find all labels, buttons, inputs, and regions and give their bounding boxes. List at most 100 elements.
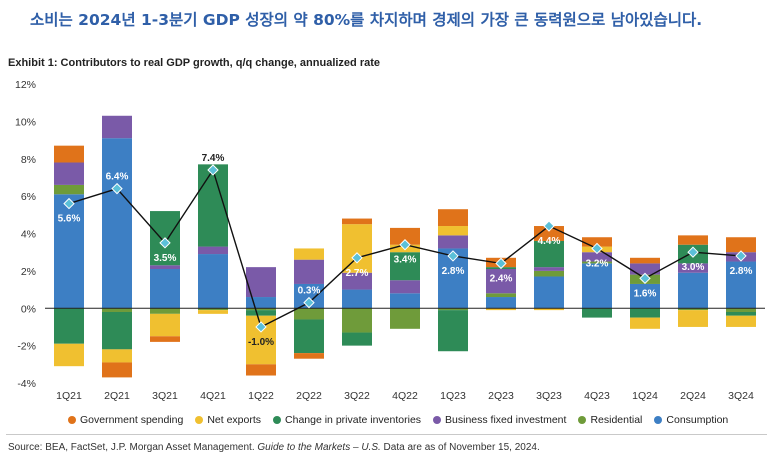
bar-segment — [102, 362, 132, 378]
bar-segment — [54, 162, 84, 185]
source-italic: Guide to the Markets – U.S. — [257, 442, 381, 453]
gdp-data-label: 6.4% — [106, 172, 129, 183]
bar-segment — [534, 267, 564, 271]
bar-segment — [102, 349, 132, 363]
x-tick-label: 3Q21 — [152, 390, 178, 402]
gdp-data-label: 2.8% — [442, 266, 465, 277]
gdp-data-label: 2.4% — [490, 273, 513, 284]
source-suffix: Data are as of November 15, 2024. — [380, 442, 540, 453]
gdp-data-label: 4.4% — [538, 236, 561, 247]
bar-segment — [534, 240, 564, 268]
bar-segment — [486, 308, 516, 311]
gdp-point — [351, 252, 363, 264]
x-tick-label: 4Q23 — [584, 390, 610, 402]
legend-label: Net exports — [207, 414, 262, 426]
x-tick-label: 1Q22 — [248, 390, 274, 402]
x-tick-label: 1Q23 — [440, 390, 466, 402]
bar-segment — [678, 263, 708, 273]
gdp-point — [159, 237, 171, 249]
legend-item: Residential — [578, 414, 642, 426]
gdp-data-label: 5.6% — [58, 214, 81, 225]
bar-segment — [342, 332, 372, 346]
bar-segment — [150, 269, 180, 309]
x-tick-label: 3Q24 — [728, 390, 754, 402]
y-tick-label: 4% — [21, 229, 36, 241]
legend-label: Government spending — [80, 414, 184, 426]
bar-segment — [342, 218, 372, 225]
bar-segment — [102, 115, 132, 139]
y-tick-label: -4% — [17, 378, 36, 390]
bar-segment — [294, 308, 324, 320]
bar-segment — [294, 319, 324, 354]
bar-segment — [486, 269, 516, 294]
bar-segment — [678, 272, 708, 309]
bar-segment — [150, 308, 180, 314]
bar-segment — [582, 237, 612, 247]
bar-segment — [726, 237, 756, 253]
bar-segment — [678, 235, 708, 245]
legend-swatch — [273, 416, 282, 424]
gdp-point — [447, 250, 459, 262]
source-note: Source: BEA, FactSet, J.P. Morgan Asset … — [8, 442, 540, 453]
gdp-point — [399, 239, 411, 251]
bar-segment — [438, 209, 468, 227]
bar-segment — [198, 308, 228, 311]
legend-label: Residential — [590, 414, 643, 426]
x-tick-label: 3Q22 — [344, 390, 370, 402]
bar-segment — [630, 283, 660, 309]
gdp-point — [639, 272, 651, 285]
legend-item: Net exports — [195, 414, 261, 426]
bar-segment — [54, 194, 84, 309]
bar-segment — [630, 257, 660, 264]
legend-label: Change in private inventories — [285, 414, 422, 426]
bar-segment — [54, 308, 84, 344]
bar-segment — [438, 235, 468, 249]
bar-segment — [390, 252, 420, 281]
bar-segment — [294, 353, 324, 359]
gdp-point — [63, 197, 75, 210]
bar-segment — [246, 297, 276, 309]
gdp-data-label: 2.8% — [730, 266, 753, 277]
bar-segment — [150, 336, 180, 342]
legend-item: Business fixed investment — [433, 414, 566, 426]
gdp-point — [111, 182, 123, 195]
y-tick-label: 2% — [21, 266, 36, 278]
bar-segment — [534, 308, 564, 311]
gdp-point — [687, 246, 699, 258]
gdp-data-label: 2.7% — [346, 268, 369, 279]
bar-segment — [726, 315, 756, 327]
y-tick-label: 12% — [15, 79, 36, 91]
legend-swatch — [433, 416, 442, 424]
chart-title: Exhibit 1: Contributors to real GDP grow… — [8, 57, 381, 69]
x-tick-label: 3Q23 — [536, 390, 562, 402]
gdp-data-label: 3.5% — [154, 253, 177, 264]
gdp-point — [543, 220, 555, 232]
bar-segment — [294, 259, 324, 284]
legend-item: Government spending — [68, 414, 183, 426]
bar-segment — [102, 308, 132, 312]
gdp-data-label: 3.4% — [394, 255, 417, 266]
bar-segment — [438, 310, 468, 352]
y-tick-label: 0% — [21, 303, 36, 315]
bar-segment — [726, 308, 756, 312]
source-prefix: Source: BEA, FactSet, J.P. Morgan Asset … — [8, 442, 258, 453]
bar-segment — [246, 310, 276, 316]
legend-label: Consumption — [666, 414, 729, 426]
bar-segment — [102, 311, 132, 350]
bar-segment — [630, 317, 660, 329]
bar-segment — [534, 270, 564, 277]
bar-segment — [390, 308, 420, 329]
gdp-data-label: 0.3% — [298, 286, 321, 297]
gdp-point — [495, 257, 507, 270]
gdp-point — [255, 321, 267, 333]
divider — [6, 434, 767, 435]
bar-segment — [246, 364, 276, 376]
bar-segment — [150, 265, 180, 270]
legend-swatch — [68, 416, 76, 424]
bar-segment — [198, 310, 228, 314]
gdp-point — [735, 250, 747, 262]
bar-segment — [630, 263, 660, 275]
bar-segment — [342, 224, 372, 273]
chart-legend: Government spending Net exports Change in … — [68, 414, 728, 426]
bar-segment — [246, 308, 276, 311]
